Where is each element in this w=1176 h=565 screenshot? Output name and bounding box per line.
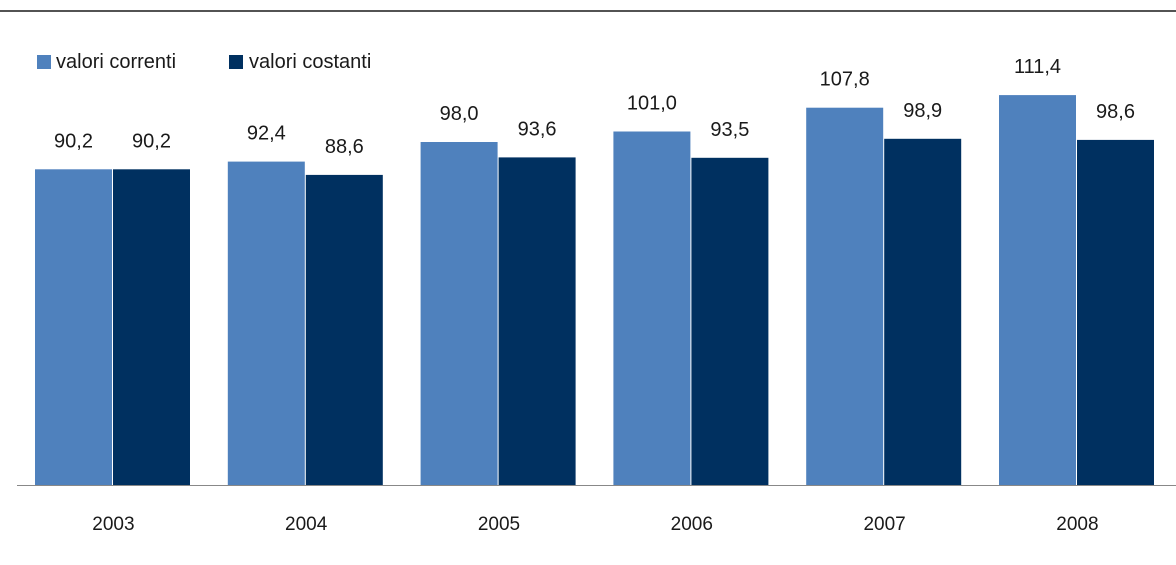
data-label-2003-valori-costanti: 90,2 [132,130,171,152]
data-label-2003-valori-correnti: 90,2 [54,130,93,152]
bar-2003-valori-costanti [113,169,190,486]
data-label-2006-valori-correnti: 101,0 [627,93,677,115]
legend-swatch-valori-correnti [37,55,51,69]
bar-2006-valori-correnti [613,131,691,485]
data-label-2005-valori-correnti: 98,0 [440,103,479,125]
bar-2007-valori-costanti [884,138,962,486]
x-tick-label-2008: 2008 [1056,514,1098,535]
data-label-2006-valori-costanti: 93,5 [710,119,749,141]
value-labels-layer: 90,2 90,2 92,4 88,6 98,0 93,6 101,0 93,5 107,8 98… [54,56,1135,158]
data-label-2004-valori-correnti: 92,4 [247,123,286,145]
data-label-2008-valori-costanti: 98,6 [1096,101,1135,123]
bar-2005-valori-correnti [420,142,498,485]
bar-2008-valori-costanti [1077,139,1154,485]
legend-swatch-valori-costanti [229,55,243,69]
bar-2003-valori-correnti [35,169,112,486]
x-tick-label-2003: 2003 [92,514,134,535]
data-label-2005-valori-costanti: 93,6 [518,118,557,140]
x-tick-labels: 2003 2004 2005 2006 2007 2008 [92,514,1098,535]
bar-2004-valori-costanti [305,174,383,485]
x-tick-label-2006: 2006 [671,514,713,535]
bar-2007-valori-correnti [806,107,884,485]
bar-2005-valori-costanti [498,157,576,485]
data-label-2004-valori-costanti: 88,6 [325,136,364,158]
x-tick-label-2004: 2004 [285,514,328,535]
bar-2004-valori-correnti [227,161,305,485]
x-tick-label-2007: 2007 [863,514,905,535]
bar-2008-valori-correnti [999,95,1076,485]
legend-label-valori-correnti: valori correnti [56,51,176,73]
legend: valori correnti valori costanti [37,51,371,73]
bar-2006-valori-costanti [691,157,769,486]
data-label-2007-valori-costanti: 98,9 [903,100,942,122]
data-label-2007-valori-correnti: 107,8 [820,69,870,91]
legend-label-valori-costanti: valori costanti [249,51,371,73]
data-label-2008-valori-correnti: 111,4 [1014,56,1061,78]
x-tick-label-2005: 2005 [478,514,520,535]
bars-layer [35,95,1154,486]
